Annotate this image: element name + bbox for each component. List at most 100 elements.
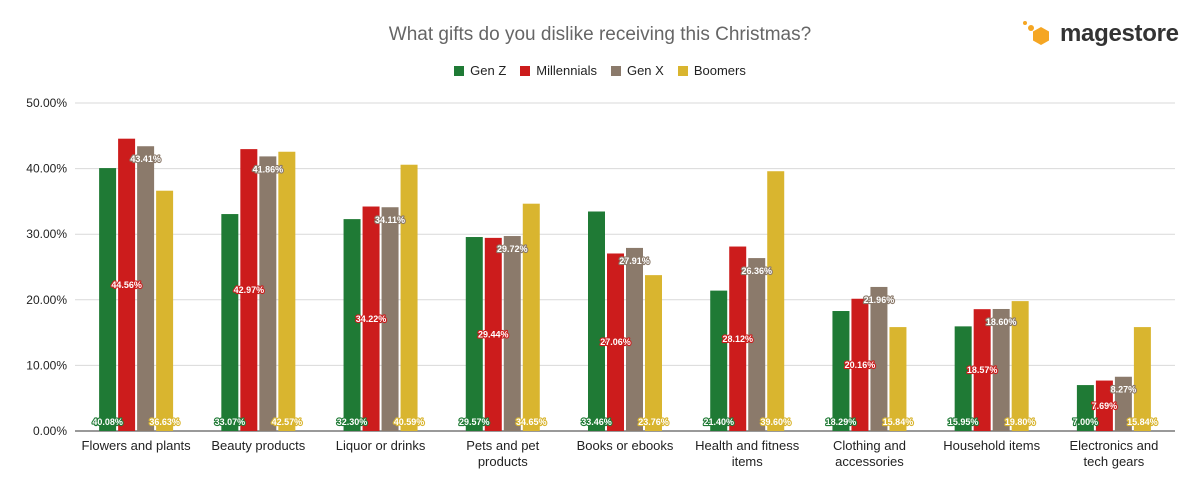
bar <box>259 156 277 431</box>
data-label: 42.97% <box>234 285 265 295</box>
bar <box>710 290 728 431</box>
data-label: 7.69% <box>1092 401 1118 411</box>
bar <box>626 247 643 431</box>
bar <box>343 219 361 431</box>
data-label: 20.16% <box>845 360 876 370</box>
x-tick-label: Beauty products <box>211 438 305 453</box>
bar <box>954 326 972 431</box>
legend-swatch-gen-x <box>610 65 621 76</box>
bar <box>221 214 239 431</box>
data-label: 29.44% <box>478 329 509 339</box>
x-tick-label: Liquor or drinks <box>336 438 426 453</box>
bar <box>400 164 418 431</box>
bar <box>137 146 155 431</box>
bar <box>851 298 869 431</box>
bar <box>522 203 540 431</box>
x-tick-label: Flowers and plants <box>82 438 192 453</box>
bar <box>118 138 136 431</box>
bar <box>729 246 747 431</box>
data-label: 27.06% <box>600 337 631 347</box>
data-label: 39.60% <box>760 417 791 427</box>
x-tick-label: Household items <box>943 438 1040 453</box>
data-label: 34.65% <box>516 417 547 427</box>
data-label: 33.46% <box>581 417 612 427</box>
legend-swatch-millennials <box>520 65 531 76</box>
magestore-logo-text: magestore <box>1060 20 1179 47</box>
bar <box>381 207 399 431</box>
chart-title: What gifts do you dislike receiving this… <box>388 24 812 45</box>
data-label: 26.36% <box>741 266 772 276</box>
legend-label-gen-z: Gen Z <box>470 63 507 78</box>
magestore-logo-icon <box>1023 21 1049 45</box>
y-tick-label: 20.00% <box>26 293 67 307</box>
bar <box>484 237 502 431</box>
data-label: 27.91% <box>619 256 650 266</box>
data-label: 40.08% <box>92 417 123 427</box>
data-label: 29.57% <box>459 417 490 427</box>
y-tick-label: 0.00% <box>33 424 67 438</box>
bar <box>748 258 766 431</box>
bar <box>1095 380 1113 431</box>
x-tick-label: tech gears <box>1084 454 1145 469</box>
legend-label-gen-x: Gen X <box>626 63 664 78</box>
legend-item-boomers: Boomers <box>677 63 746 78</box>
legend-label-millennials: Millennials <box>536 63 597 78</box>
data-label: 18.29% <box>826 417 857 427</box>
data-label: 34.11% <box>375 215 405 225</box>
bar <box>1133 327 1151 431</box>
bar <box>607 253 624 431</box>
data-label: 33.07% <box>215 417 246 427</box>
data-label: 29.72% <box>497 244 528 254</box>
data-label: 15.95% <box>948 417 979 427</box>
data-label: 23.76% <box>638 417 669 427</box>
legend-swatch-gen-z <box>454 65 465 76</box>
bar <box>870 286 888 431</box>
data-label: 43.41% <box>130 154 161 164</box>
bar <box>362 206 380 431</box>
data-label: 21.96% <box>864 295 895 305</box>
y-tick-label: 10.00% <box>26 358 67 372</box>
magestore-logo: magestore <box>1020 18 1179 50</box>
data-label: 32.30% <box>337 417 368 427</box>
data-label: 8.27% <box>1111 385 1137 395</box>
x-tick-label: accessories <box>835 454 904 469</box>
data-label: 18.60% <box>986 317 1017 327</box>
data-label: 41.86% <box>253 164 284 174</box>
data-label: 18.57% <box>967 365 998 375</box>
data-label: 21.40% <box>703 417 734 427</box>
y-tick-label: 50.00% <box>26 96 67 110</box>
bar <box>1076 385 1094 431</box>
bar <box>645 275 662 431</box>
bar <box>1114 376 1132 431</box>
bar <box>99 168 117 431</box>
x-tick-label: products <box>478 454 528 469</box>
bar <box>767 171 785 431</box>
bar <box>503 236 521 431</box>
x-tick-label: Pets and pet <box>466 438 539 453</box>
data-label: 40.59% <box>394 417 425 427</box>
data-label: 28.12% <box>722 334 753 344</box>
bar <box>465 237 483 431</box>
y-tick-label: 30.00% <box>26 227 67 241</box>
legend-item-gen-z: Gen Z <box>454 63 506 78</box>
bar <box>973 309 991 431</box>
chart-legend: Gen Z Millennials Gen X Boomers <box>0 63 1200 78</box>
legend-swatch-boomers <box>677 65 688 76</box>
bar <box>588 211 605 431</box>
data-label: 7.00% <box>1073 417 1099 427</box>
legend-item-gen-x: Gen X <box>610 63 664 78</box>
bar <box>992 308 1010 431</box>
legend-item-millennials: Millennials <box>520 63 597 78</box>
bar <box>832 311 850 431</box>
bar <box>889 327 907 431</box>
data-label: 15.84% <box>883 417 914 427</box>
x-tick-label: Books or ebooks <box>577 438 674 453</box>
bar <box>1011 301 1029 431</box>
x-tick-label: items <box>732 454 764 469</box>
data-label: 19.80% <box>1005 417 1036 427</box>
data-label: 42.57% <box>272 417 303 427</box>
bar <box>156 190 174 431</box>
data-label: 34.22% <box>356 314 387 324</box>
x-tick-label: Health and fitness <box>695 438 800 453</box>
